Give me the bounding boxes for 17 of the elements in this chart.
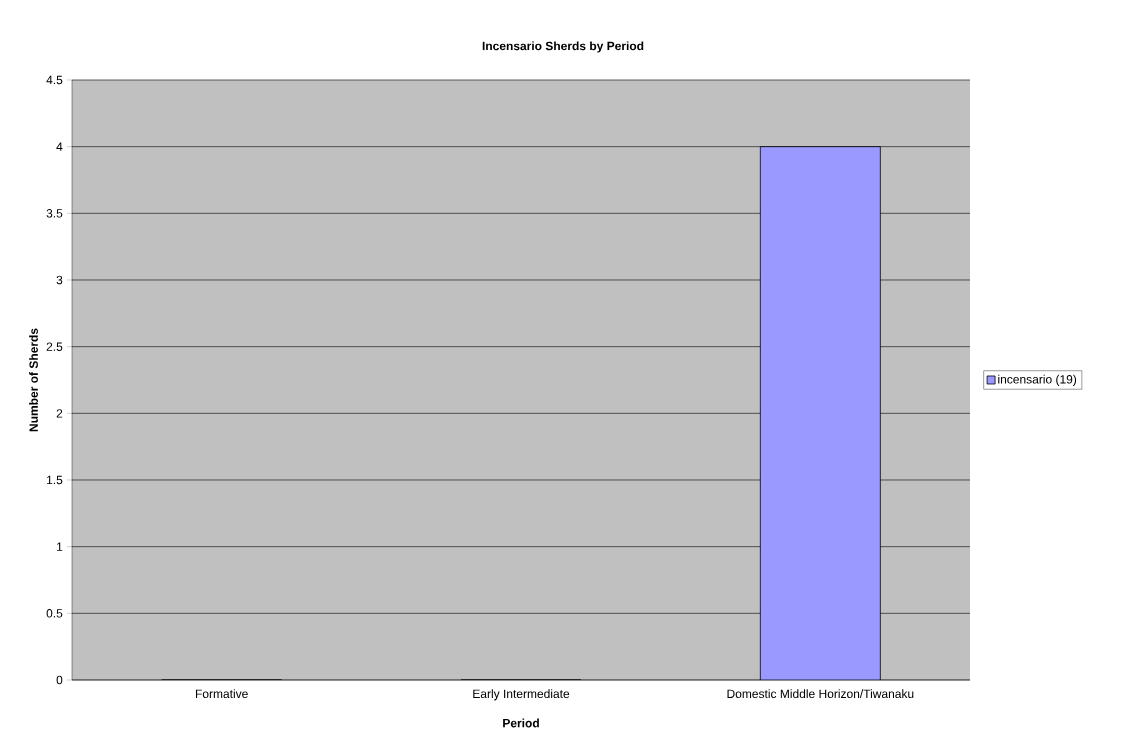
- x-tick-label: Early Intermediate: [473, 689, 570, 701]
- y-tick-label: 3.5: [46, 209, 63, 218]
- x-axis-title: Period: [503, 718, 539, 728]
- y-tick-label: 4.5: [46, 75, 63, 85]
- chart-title: Incensario Sherds by Period: [482, 41, 644, 53]
- y-tick-label: 2.5: [46, 342, 63, 351]
- legend-label: incensario (19): [998, 374, 1077, 386]
- y-tick-label: 3: [56, 275, 63, 285]
- x-tick-label: Formative: [195, 689, 248, 699]
- y-tick-label: 1.5: [47, 475, 63, 485]
- x-tick-label: Domestic Middle Horizon/Tiwanaku: [727, 689, 914, 699]
- y-tick-label: 0.5: [46, 609, 63, 618]
- y-axis-title: Number of Sherds: [29, 328, 38, 432]
- y-tick-label: 0: [56, 675, 63, 685]
- y-tick-label: 2: [56, 409, 63, 418]
- y-tick-label: 4: [56, 142, 63, 151]
- y-tick-label: 1: [57, 542, 63, 551]
